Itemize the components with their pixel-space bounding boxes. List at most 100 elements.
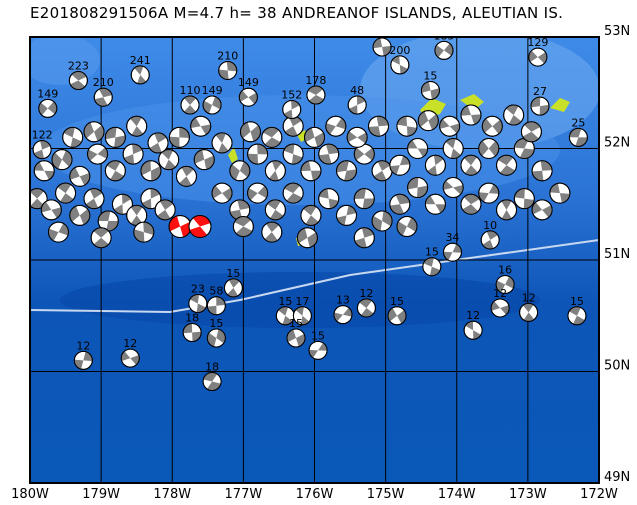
compression-quadrant	[443, 251, 453, 261]
compression-quadrant	[47, 101, 57, 115]
mechanism-outline	[318, 188, 340, 210]
mechanism-outline	[495, 275, 515, 295]
focal-mechanism	[442, 138, 464, 159]
mechanism-outline	[93, 87, 113, 107]
mechanism-outline	[336, 204, 358, 226]
focal-mechanism	[232, 216, 254, 238]
compression-quadrant	[143, 222, 154, 235]
compression-quadrant	[48, 228, 59, 241]
focal-mechanism: 15	[286, 317, 306, 348]
focal-mechanism: 15	[387, 295, 407, 326]
mechanism-outline	[407, 177, 429, 199]
focal-mechanism: 27	[530, 85, 550, 116]
compression-quadrant	[399, 155, 410, 166]
mechanism-outline	[90, 227, 112, 249]
depth-label: 12	[76, 339, 90, 352]
mechanism-outline	[531, 199, 553, 221]
compression-quadrant	[528, 50, 538, 63]
depth-label: 129	[527, 36, 548, 49]
compression-quadrant	[38, 102, 48, 116]
focal-mechanism	[239, 121, 261, 143]
compression-quadrant	[453, 185, 464, 195]
lon-label: 174W	[438, 487, 476, 502]
compression-quadrant	[308, 94, 324, 104]
focal-mechanism	[133, 221, 155, 243]
focal-mechanism	[147, 132, 169, 154]
focal-mechanism: 15	[223, 267, 243, 298]
focal-mechanism	[300, 160, 322, 182]
compression-quadrant	[465, 165, 478, 176]
map-frame	[29, 36, 600, 484]
compression-quadrant	[364, 147, 375, 161]
mechanism-outline	[531, 160, 553, 182]
compression-quadrant	[542, 205, 553, 218]
compression-quadrant	[30, 198, 45, 209]
focal-mechanism	[69, 204, 91, 226]
compression-quadrant	[389, 165, 400, 175]
focal-mechanism: 152	[281, 88, 302, 119]
depth-label: 122	[32, 129, 53, 142]
focal-mechanism	[513, 188, 535, 210]
focal-mechanism	[261, 221, 283, 243]
compression-quadrant	[486, 230, 498, 240]
compression-quadrant	[537, 52, 547, 64]
mechanism-outline	[232, 216, 254, 238]
mechanism-outline	[55, 182, 77, 204]
mechanism-outline	[442, 138, 464, 159]
mechanism-outline	[247, 182, 269, 204]
compression-quadrant	[492, 119, 503, 134]
compression-quadrant	[264, 232, 278, 243]
compression-quadrant	[83, 351, 93, 362]
mechanism-outline	[69, 204, 91, 226]
depth-label: 15	[278, 295, 292, 308]
mechanism-outline	[463, 320, 483, 340]
focal-mechanism	[460, 104, 482, 126]
mechanism-outline	[223, 278, 243, 298]
focal-mechanism	[154, 199, 176, 221]
focal-mechanism: 15	[206, 317, 226, 348]
compression-quadrant	[179, 127, 190, 139]
focal-mechanism	[140, 188, 162, 210]
compression-quadrant	[443, 43, 453, 56]
compression-quadrant	[87, 149, 98, 161]
compression-quadrant	[500, 305, 510, 315]
mechanism-outline	[292, 306, 312, 326]
compression-quadrant	[505, 276, 515, 289]
lat-label: 53N	[604, 24, 630, 39]
mechanism-outline	[424, 193, 446, 215]
compression-quadrant	[532, 202, 543, 215]
focal-mechanism: 23	[188, 282, 208, 313]
mechanism-outline	[182, 322, 202, 342]
depth-label: 15	[390, 295, 404, 308]
compression-quadrant	[397, 116, 407, 127]
mechanism-outline	[496, 199, 518, 221]
compression-quadrant	[41, 201, 52, 213]
focal-mechanism: 233	[372, 37, 393, 57]
compression-quadrant	[106, 160, 121, 171]
compression-quadrant	[218, 142, 229, 153]
focal-mechanism	[83, 121, 105, 143]
focal-mechanism	[104, 126, 126, 148]
compression-quadrant	[247, 188, 258, 201]
mechanism-outline	[296, 227, 318, 249]
focal-mechanism	[439, 115, 461, 137]
compression-quadrant	[428, 114, 439, 130]
compression-quadrant	[406, 217, 417, 232]
compression-quadrant	[114, 135, 126, 148]
mechanism-outline	[264, 199, 286, 221]
focal-mechanism	[513, 138, 535, 159]
mechanism-outline	[62, 126, 84, 148]
focal-mechanism: 200	[389, 44, 410, 75]
compression-quadrant	[523, 312, 535, 322]
focal-mechanism: 15	[567, 295, 587, 326]
focal-mechanism	[229, 160, 251, 182]
compression-quadrant	[105, 127, 117, 140]
focal-mechanism: 34	[442, 231, 462, 262]
mechanism-outline	[168, 126, 190, 148]
compression-quadrant	[89, 188, 103, 199]
focal-mechanism	[478, 138, 500, 159]
focal-mechanism: 18	[202, 361, 222, 392]
mechanism-outline	[238, 87, 258, 107]
compression-quadrant	[361, 307, 374, 317]
